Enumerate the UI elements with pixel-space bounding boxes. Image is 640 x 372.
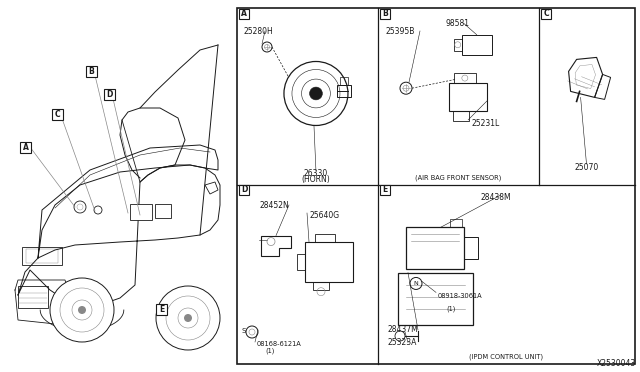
Bar	[464, 237, 478, 259]
Bar	[18, 286, 48, 308]
Text: 98581: 98581	[445, 19, 470, 28]
Bar	[380, 185, 390, 195]
Bar	[239, 185, 249, 195]
Bar	[130, 204, 152, 220]
Bar	[337, 86, 351, 97]
Text: 25070: 25070	[574, 163, 598, 171]
Text: (1): (1)	[265, 348, 275, 354]
Text: D: D	[241, 186, 247, 195]
Bar	[52, 109, 63, 120]
Text: B: B	[88, 67, 94, 76]
Text: 28437M: 28437M	[388, 326, 419, 334]
Text: (1): (1)	[446, 305, 456, 312]
Bar	[22, 247, 62, 265]
Circle shape	[310, 87, 323, 100]
Bar	[398, 273, 473, 325]
Text: (IPDM CONTROL UNIT): (IPDM CONTROL UNIT)	[469, 354, 543, 360]
Text: A: A	[241, 10, 247, 19]
Bar	[315, 234, 335, 242]
Bar	[340, 77, 348, 86]
Bar	[454, 73, 476, 83]
Text: (HORN): (HORN)	[301, 175, 330, 184]
Bar	[20, 142, 31, 153]
Bar	[313, 282, 329, 290]
Text: 08168-6121A: 08168-6121A	[257, 341, 301, 347]
Text: (AIR BAG FRONT SENSOR): (AIR BAG FRONT SENSOR)	[415, 175, 502, 181]
Text: 25280H: 25280H	[244, 26, 274, 35]
Bar	[380, 9, 390, 19]
Text: A: A	[22, 143, 28, 152]
Bar	[239, 9, 249, 19]
Text: D: D	[106, 90, 113, 99]
Text: N: N	[413, 281, 419, 286]
Text: 25395B: 25395B	[385, 26, 414, 35]
Bar	[449, 83, 487, 111]
Bar	[297, 254, 305, 270]
Text: 26330: 26330	[304, 169, 328, 177]
Text: E: E	[159, 305, 164, 314]
Bar	[26, 249, 58, 263]
Bar	[461, 35, 492, 55]
Bar	[237, 8, 635, 364]
Bar	[104, 89, 115, 100]
Bar	[450, 219, 462, 227]
Text: X2530043: X2530043	[596, 359, 636, 368]
Text: 28438M: 28438M	[481, 192, 511, 202]
Text: E: E	[382, 186, 388, 195]
Text: 25640G: 25640G	[309, 211, 339, 219]
Text: S: S	[242, 328, 246, 334]
Text: C: C	[54, 110, 60, 119]
Text: C: C	[543, 10, 549, 19]
Circle shape	[78, 306, 86, 314]
Circle shape	[50, 278, 114, 342]
Bar	[305, 242, 353, 282]
Bar	[453, 111, 469, 121]
Bar	[155, 204, 171, 218]
Text: 25231L: 25231L	[472, 119, 500, 128]
Bar	[406, 227, 464, 269]
Text: 28452N: 28452N	[259, 201, 289, 209]
Text: B: B	[382, 10, 388, 19]
Text: 25323A: 25323A	[388, 338, 417, 347]
Bar	[541, 9, 551, 19]
Text: 08918-3061A: 08918-3061A	[438, 293, 483, 299]
Bar	[156, 304, 167, 315]
Circle shape	[184, 314, 192, 322]
Bar	[454, 39, 461, 51]
Bar	[86, 66, 97, 77]
Circle shape	[156, 286, 220, 350]
